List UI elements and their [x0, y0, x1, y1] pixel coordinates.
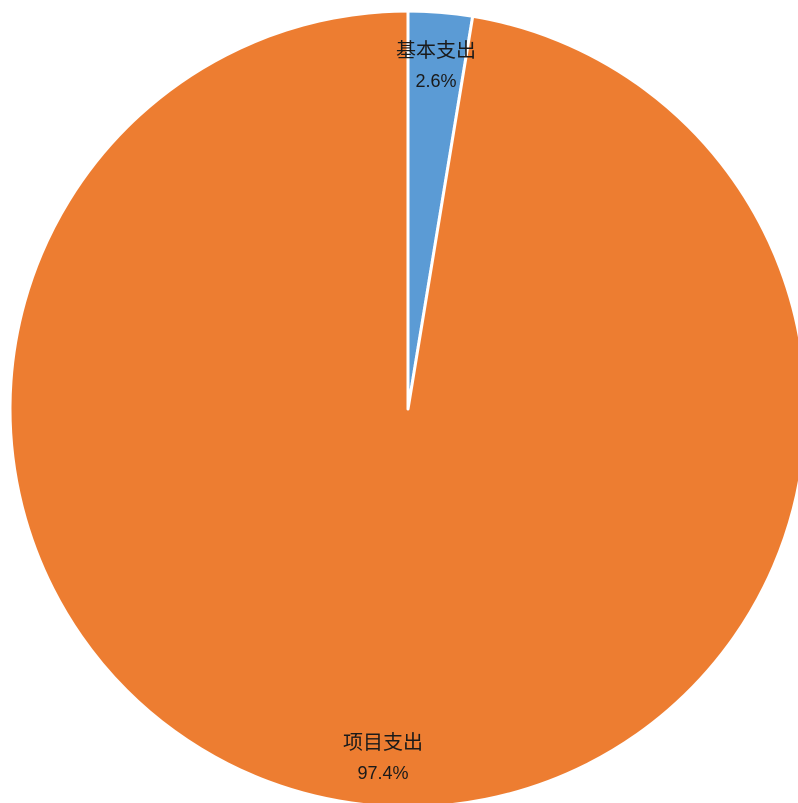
- slice-percent-basic-expenditure: 2.6%: [415, 71, 456, 91]
- pie-slices: [8, 9, 798, 803]
- slice-percent-project-expenditure: 97.4%: [357, 763, 408, 783]
- slice-label-basic-expenditure: 基本支出: [396, 38, 476, 62]
- pie-slice-1: [8, 9, 798, 803]
- slice-label-project-expenditure: 项目支出: [343, 730, 423, 754]
